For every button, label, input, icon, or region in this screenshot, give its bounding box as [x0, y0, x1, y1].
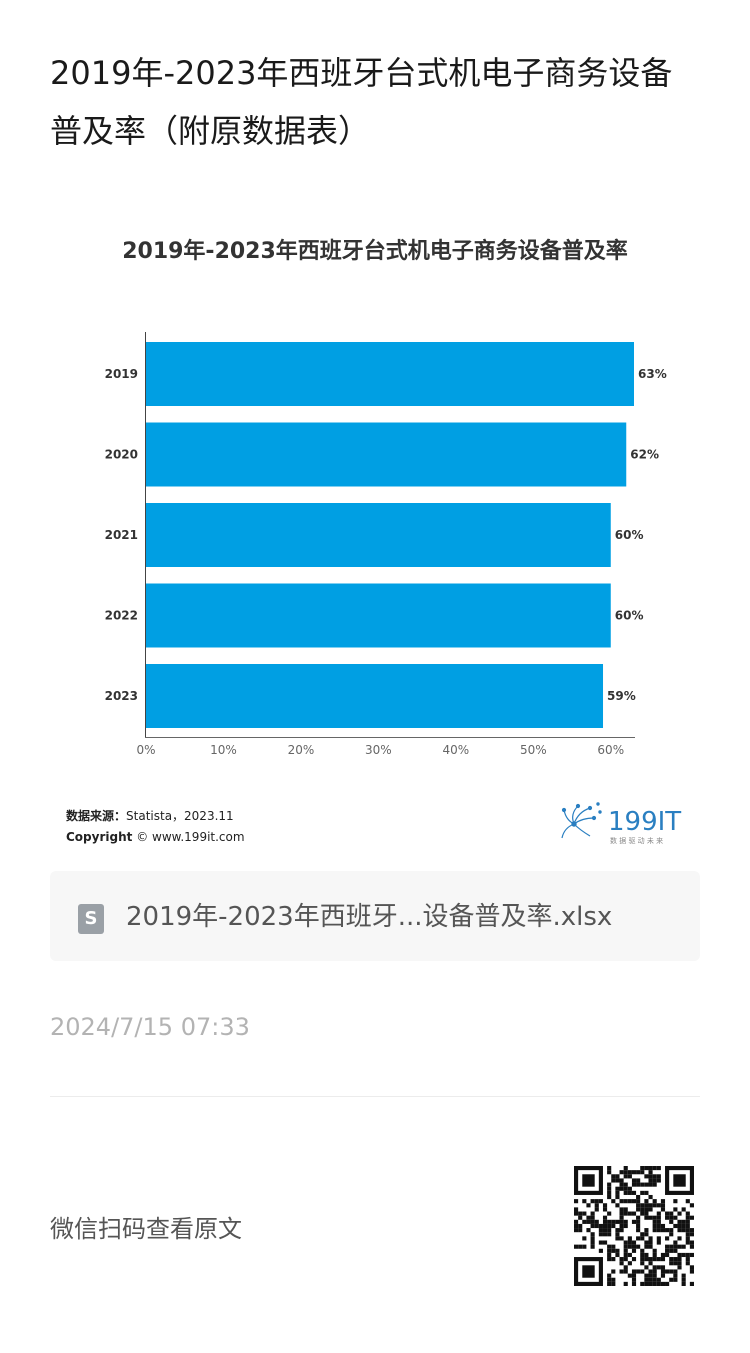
bar-2020 [146, 422, 627, 487]
logo-tagline: 数 据 驱 动 未 来 [610, 836, 663, 845]
category-label: 2022 [105, 609, 138, 623]
x-tick-label: 0% [136, 743, 155, 757]
value-label: 60% [615, 528, 644, 542]
bar-chart: 2019年-2023年西班牙台式机电子商务设备普及率 2019 63% 2020 62… [105, 238, 667, 757]
x-tick-label: 20% [288, 743, 315, 757]
divider [50, 1096, 700, 1097]
x-tick-label: 50% [520, 743, 547, 757]
logo-text: 199IT [608, 807, 681, 837]
x-tick-label: 10% [210, 743, 237, 757]
bar-2021 [146, 503, 611, 567]
category-label: 2019 [105, 367, 138, 381]
bar-2019 [146, 342, 634, 406]
x-tick-label: 30% [365, 743, 392, 757]
copyright-text: © www.199it.com [136, 830, 245, 844]
category-label: 2023 [105, 689, 138, 703]
value-label: 60% [615, 609, 644, 623]
value-label: 59% [607, 689, 636, 703]
199it-logo: 199IT 数 据 驱 动 未 来 [561, 802, 681, 845]
source-label: 数据来源： [66, 809, 127, 823]
category-label: 2020 [105, 448, 138, 462]
chart-source: 数据来源：Statista，2023.11 Copyright © www.19… [66, 806, 245, 848]
dandelion-icon [561, 802, 602, 839]
chart-image: 2019年-2023年西班牙台式机电子商务设备普及率 2019 63% 2020 62… [50, 210, 700, 855]
publish-timestamp: 2024/7/15 07:33 [50, 1013, 250, 1041]
value-label: 62% [630, 448, 659, 462]
x-tick-label: 60% [597, 743, 624, 757]
qr-code-icon[interactable] [574, 1166, 694, 1286]
bar-2022 [146, 583, 611, 648]
copyright-label: Copyright [66, 830, 133, 844]
attachment-card[interactable]: S 2019年-2023年西班牙...设备普及率.xlsx [50, 871, 700, 961]
wechat-scan-label: 微信扫码查看原文 [50, 1215, 242, 1243]
spreadsheet-file-icon: S [78, 904, 104, 934]
article-title: 2019年-2023年西班牙台式机电子商务设备普及率（附原数据表） [50, 54, 673, 150]
value-label: 63% [638, 367, 667, 381]
attachment-name[interactable]: 2019年-2023年西班牙...设备普及率.xlsx [126, 902, 613, 932]
chart-title: 2019年-2023年西班牙台式机电子商务设备普及率 [122, 238, 628, 264]
source-text: Statista，2023.11 [126, 809, 234, 823]
bar-2023 [146, 664, 604, 728]
category-label: 2021 [105, 528, 138, 542]
x-tick-label: 40% [443, 743, 470, 757]
